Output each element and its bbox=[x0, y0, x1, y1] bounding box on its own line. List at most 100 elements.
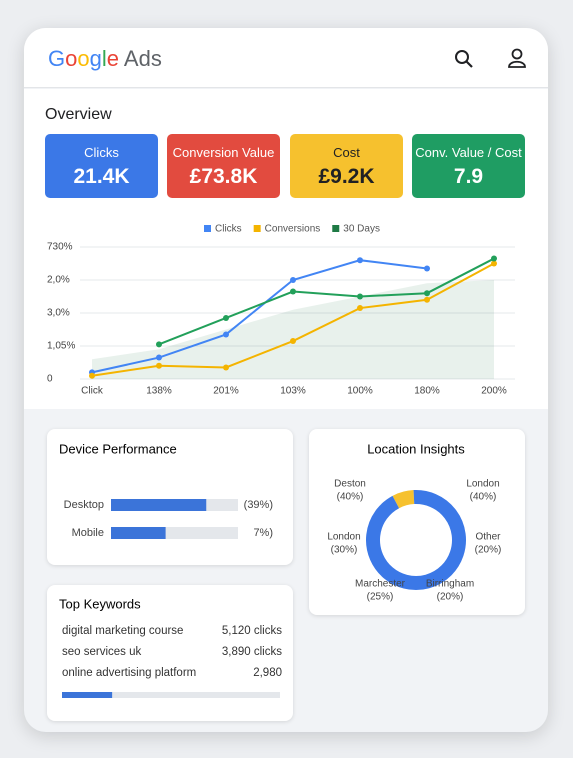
logo-letter: e bbox=[106, 46, 120, 71]
location-share: (40%) bbox=[470, 492, 497, 503]
location-name: London bbox=[327, 532, 360, 543]
kpi-card: Conv. Value / Cost 7.9 bbox=[412, 134, 525, 198]
point bbox=[156, 362, 162, 369]
location-name: London bbox=[466, 479, 499, 490]
progress-track bbox=[62, 692, 280, 698]
point bbox=[290, 338, 296, 345]
device-label: Mobile bbox=[72, 527, 104, 539]
kpi-label: Conversion Value bbox=[172, 145, 275, 160]
point bbox=[89, 372, 95, 379]
kpi-value: 21.4K bbox=[73, 165, 130, 188]
overview-title: Overview bbox=[45, 106, 112, 123]
kpi-label: Conv. Value / Cost bbox=[415, 145, 522, 160]
point bbox=[290, 277, 296, 283]
x-tick-label: 103% bbox=[280, 386, 306, 397]
app-frame: Google Ads Overview Clicks 21.4K Conversio… bbox=[24, 28, 548, 732]
point bbox=[357, 305, 363, 312]
line bbox=[91, 259, 428, 374]
keyword-clicks: 2,980 bbox=[253, 667, 282, 679]
x-tick-label: 200% bbox=[481, 386, 507, 397]
location-name: Deston bbox=[334, 479, 366, 490]
kpi-value: £9.2K bbox=[318, 165, 375, 188]
keyword-clicks: 5,120 clicks bbox=[222, 625, 282, 637]
point bbox=[424, 296, 430, 303]
logo-letter: G bbox=[48, 46, 66, 71]
y-tick-label: 0 bbox=[47, 374, 53, 385]
x-tick-label: 100% bbox=[347, 386, 373, 397]
legend-label: Clicks bbox=[215, 224, 242, 235]
kpi-card: Cost £9.2K bbox=[290, 134, 403, 198]
legend-label: 30 Days bbox=[343, 224, 380, 235]
line bbox=[158, 257, 495, 346]
search-icon[interactable] bbox=[453, 48, 475, 70]
keyword: online advertising platform bbox=[62, 667, 196, 679]
product: Ads bbox=[123, 46, 162, 71]
device-value: (39%) bbox=[244, 499, 273, 511]
point bbox=[357, 257, 363, 264]
logo-letter: o bbox=[65, 46, 78, 71]
area bbox=[92, 280, 494, 379]
card-title: Device Performance bbox=[59, 441, 177, 456]
progress-bar bbox=[62, 692, 113, 698]
x-tick-label: 201% bbox=[213, 386, 239, 397]
point bbox=[223, 364, 229, 371]
y-tick-label: 1,05% bbox=[47, 341, 75, 352]
logo: Google Ads bbox=[48, 46, 162, 72]
point bbox=[357, 293, 363, 300]
location-share: (40%) bbox=[337, 492, 364, 503]
bar bbox=[111, 527, 166, 539]
point bbox=[491, 260, 497, 267]
legend-swatch bbox=[253, 225, 261, 232]
account-icon[interactable] bbox=[506, 47, 528, 69]
kpi-card: Conversion Value £73.8K bbox=[167, 134, 280, 198]
x-tick-label: 138% bbox=[146, 386, 172, 397]
legend-swatch bbox=[204, 225, 211, 232]
point bbox=[223, 314, 229, 321]
logo-letter: o bbox=[77, 46, 90, 71]
bar bbox=[111, 499, 207, 511]
keywords-card bbox=[47, 585, 293, 721]
point bbox=[424, 265, 430, 272]
device-card bbox=[47, 429, 293, 565]
donut-segment bbox=[366, 490, 466, 590]
keyword-clicks: 3,890 clicks bbox=[222, 646, 282, 658]
location-share: (20%) bbox=[475, 545, 502, 556]
x-tick-label: 180% bbox=[414, 386, 440, 397]
point bbox=[156, 354, 162, 361]
donut-segment bbox=[392, 490, 415, 509]
keyword: digital marketing course bbox=[62, 625, 183, 637]
location-name: Marchester bbox=[355, 579, 406, 590]
logo-letter: g bbox=[89, 46, 102, 71]
device-label: Desktop bbox=[64, 499, 104, 511]
legend-label: Conversions bbox=[265, 224, 321, 235]
kpi-label: Clicks bbox=[84, 145, 119, 160]
header: Google Ads bbox=[24, 28, 548, 88]
device-value: 7%) bbox=[253, 527, 273, 539]
keyword: seo services uk bbox=[62, 646, 142, 658]
location-share: (30%) bbox=[331, 545, 358, 556]
logo-letter: l bbox=[101, 46, 107, 71]
card-title: Location Insights bbox=[367, 441, 465, 456]
kpi-value: 7.9 bbox=[453, 165, 484, 188]
point bbox=[424, 290, 430, 297]
location-share: (20%) bbox=[437, 592, 464, 603]
location-share: (25%) bbox=[367, 592, 394, 603]
y-tick-label: 2,0% bbox=[47, 275, 70, 286]
kpi-value: £73.8K bbox=[189, 165, 258, 188]
location-name: Birringham bbox=[426, 579, 474, 590]
point bbox=[491, 255, 497, 262]
legend-swatch bbox=[332, 225, 340, 232]
point bbox=[223, 331, 229, 338]
card-title: Top Keywords bbox=[59, 596, 141, 611]
y-tick-label: 3,0% bbox=[47, 308, 70, 319]
brand: Google bbox=[48, 46, 119, 71]
point bbox=[156, 341, 162, 348]
y-tick-label: 730% bbox=[47, 242, 73, 253]
x-tick-label: Click bbox=[81, 386, 104, 397]
kpi-card: Clicks 21.4K bbox=[45, 134, 158, 198]
kpi-label: Cost bbox=[333, 145, 360, 160]
location-name: Other bbox=[475, 532, 501, 543]
point bbox=[290, 288, 296, 295]
